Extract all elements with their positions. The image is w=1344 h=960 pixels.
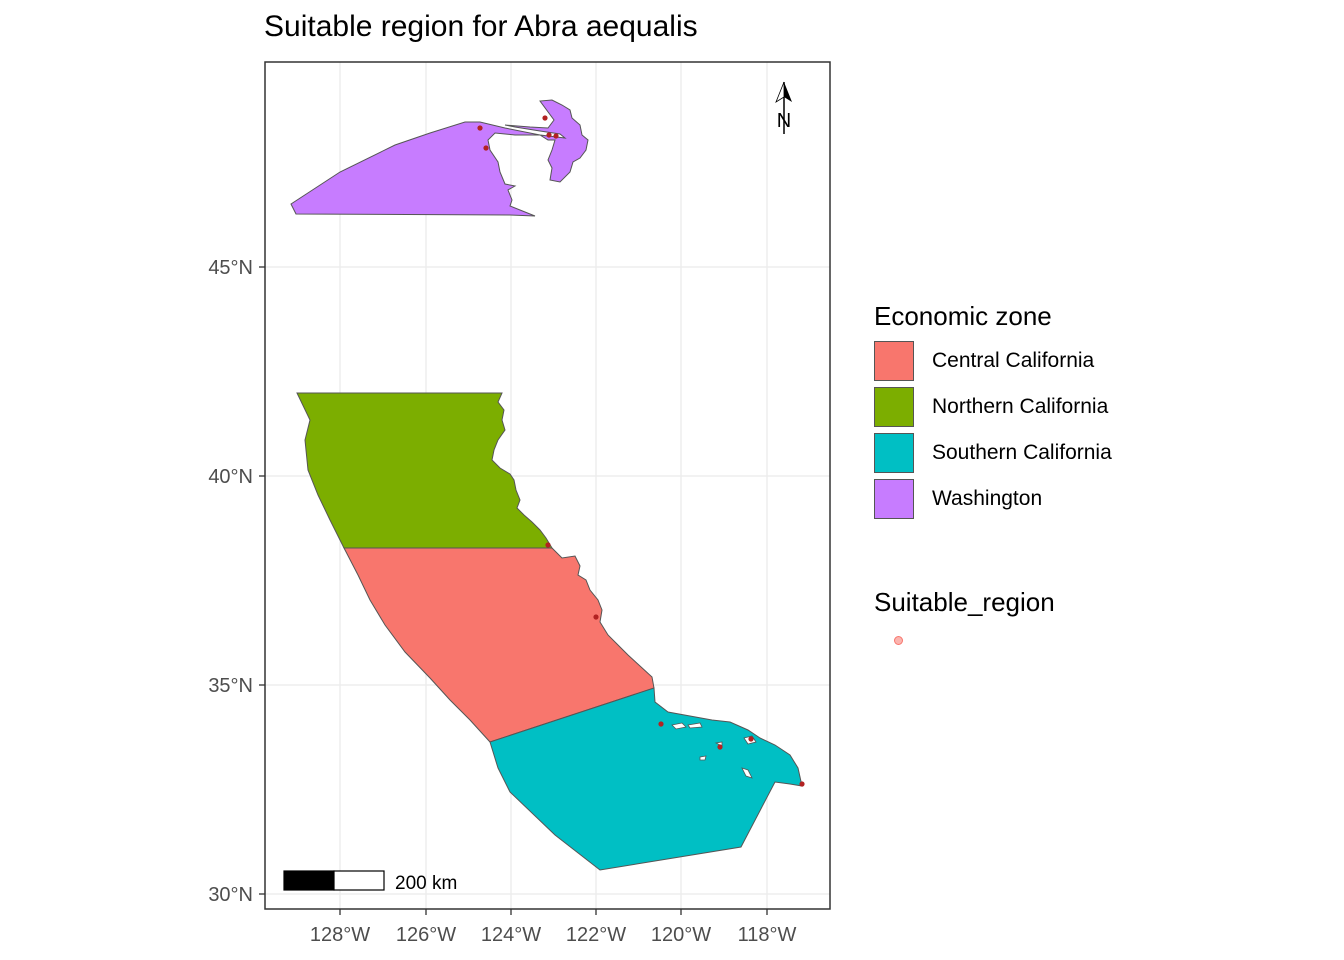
x-tick-label: 122°W [566, 924, 626, 946]
map-title: Suitable region for Abra aequalis [264, 10, 698, 43]
zone-southern-california [489, 687, 803, 871]
legend-item: Southern California [874, 430, 1112, 476]
zone-central-california [343, 547, 655, 743]
x-tick-label: 126°W [396, 924, 456, 946]
legend-item: Northern California [874, 384, 1112, 430]
legend-label: Northern California [932, 395, 1109, 418]
suitable-region-point [553, 133, 559, 139]
scale-bar: 200 km [283, 870, 457, 894]
suitable-region-point [593, 614, 599, 620]
y-tick-label: 40°N [208, 466, 253, 488]
suitable-region-point [483, 145, 489, 151]
legend-point-key [874, 632, 914, 672]
legend-title: Suitable_region [874, 587, 1055, 617]
legend-item: Central California [874, 338, 1112, 384]
legend-title: Economic zone [874, 301, 1052, 331]
y-tick-label: 45°N [208, 257, 253, 279]
legend-swatch [874, 387, 914, 427]
suitable-region-point [477, 125, 483, 131]
suitable-region-points [477, 115, 805, 787]
legend-label: Southern California [932, 441, 1112, 464]
panel-border [264, 61, 831, 910]
north-arrow-label: N [777, 110, 791, 132]
x-tick-label: 124°W [481, 924, 541, 946]
suitable-region-point [546, 132, 552, 138]
legend-economic-zone: Economic zone Central California Norther… [874, 298, 1112, 522]
suitable-region-point [748, 736, 754, 742]
scale-bar-label: 200 km [395, 873, 457, 894]
zone-northern-california [296, 392, 553, 549]
x-tick-label: 128°W [310, 924, 370, 946]
suitable-region-point [542, 115, 548, 121]
suitable-region-point [658, 721, 664, 727]
suitable-region-point [545, 542, 551, 548]
axis-tick-marks [259, 266, 768, 915]
legend-suitable-region: Suitable_region [874, 584, 1055, 672]
x-tick-label: 120°W [651, 924, 711, 946]
y-tick-label: 35°N [208, 675, 253, 697]
north-arrow-icon: N [775, 81, 792, 134]
suitable-region-point [717, 744, 723, 750]
zone-washington [290, 99, 589, 217]
y-tick-label: 30°N [208, 884, 253, 906]
x-tick-label: 118°W [738, 924, 797, 946]
legend-label: Central California [932, 349, 1095, 372]
legend-item: Washington [874, 476, 1112, 522]
suitable-region-point [799, 781, 805, 787]
legend-swatch [874, 479, 914, 519]
legend-label: Washington [932, 487, 1043, 510]
legend-swatch [874, 341, 914, 381]
legend-swatch [874, 433, 914, 473]
